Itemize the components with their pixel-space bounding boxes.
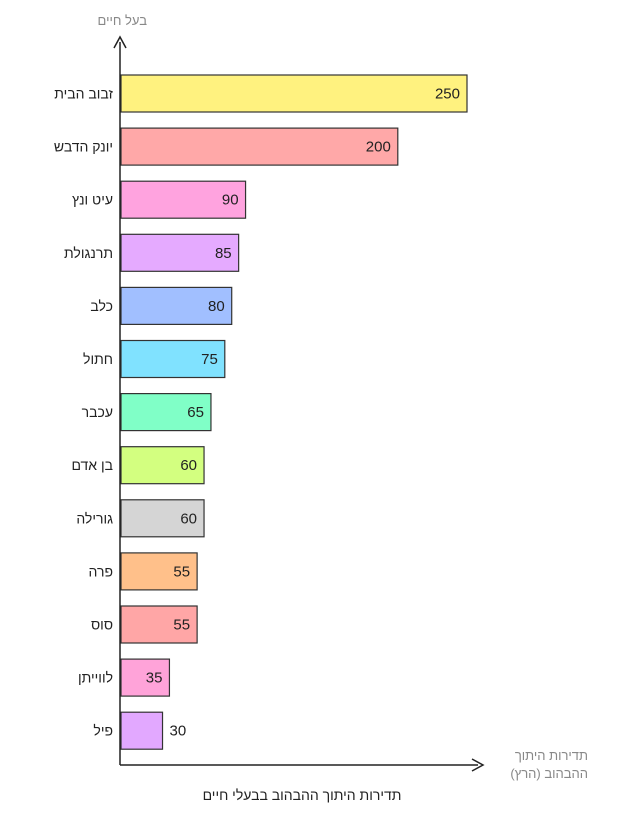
bar [120, 74, 468, 113]
category-tick-label: זבוב הבית [54, 86, 113, 102]
category-tick-label: חתול [83, 351, 113, 367]
bars-layer: 250 זבוב הבית 200 יונק הדבש 90 עיט ונץ 85 תרנגו… [54, 74, 468, 750]
data-label: 30 [170, 723, 187, 740]
category-tick-label: בן אדם [71, 457, 113, 473]
category-tick-label: עיט ונץ [72, 192, 113, 208]
bar [120, 658, 171, 697]
category-tick-label: כלב [90, 298, 113, 314]
category-tick-label: פרה [89, 563, 113, 579]
data-label: 90 [222, 192, 239, 209]
data-label: 75 [201, 351, 218, 368]
bar [120, 605, 198, 644]
category-tick-label: יונק הדבש [54, 139, 113, 155]
category-tick-label: לווייתן [78, 670, 113, 686]
bar [120, 127, 399, 166]
category-tick-label: תרנגולת [64, 245, 113, 261]
data-label: 65 [187, 404, 204, 421]
data-label: 85 [215, 245, 232, 262]
data-label: 200 [366, 139, 391, 156]
data-label: 60 [180, 457, 197, 474]
data-label: 250 [435, 86, 460, 103]
category-tick-label: פיל [93, 723, 113, 739]
bar [120, 339, 226, 379]
category-tick-label: גורילה [76, 510, 113, 526]
data-label: 35 [146, 670, 163, 687]
data-label: 60 [180, 510, 197, 527]
data-label: 55 [173, 617, 190, 634]
bar [120, 180, 247, 219]
bar [120, 552, 198, 591]
category-tick-label: סוס [91, 617, 113, 633]
x-axis-arrow [471, 758, 485, 772]
chart-title: תדירות היתוך ההבהוב בבעלי חיים [203, 787, 402, 803]
bar [120, 233, 240, 272]
bar [120, 499, 205, 538]
bar [120, 711, 164, 750]
y-axis-title: בעל חיים [98, 13, 148, 28]
data-label: 55 [173, 563, 190, 580]
bar [120, 446, 205, 485]
bar [120, 393, 212, 432]
category-tick-label: עכבר [82, 404, 113, 420]
x-axis-title-line-1: תדירות היתוך [515, 748, 588, 763]
data-label: 80 [208, 298, 225, 315]
y-axis-arrow [113, 35, 127, 49]
x-axis-title-line-2: ההבהוב (הרץ) [510, 766, 588, 781]
bar [120, 286, 233, 325]
